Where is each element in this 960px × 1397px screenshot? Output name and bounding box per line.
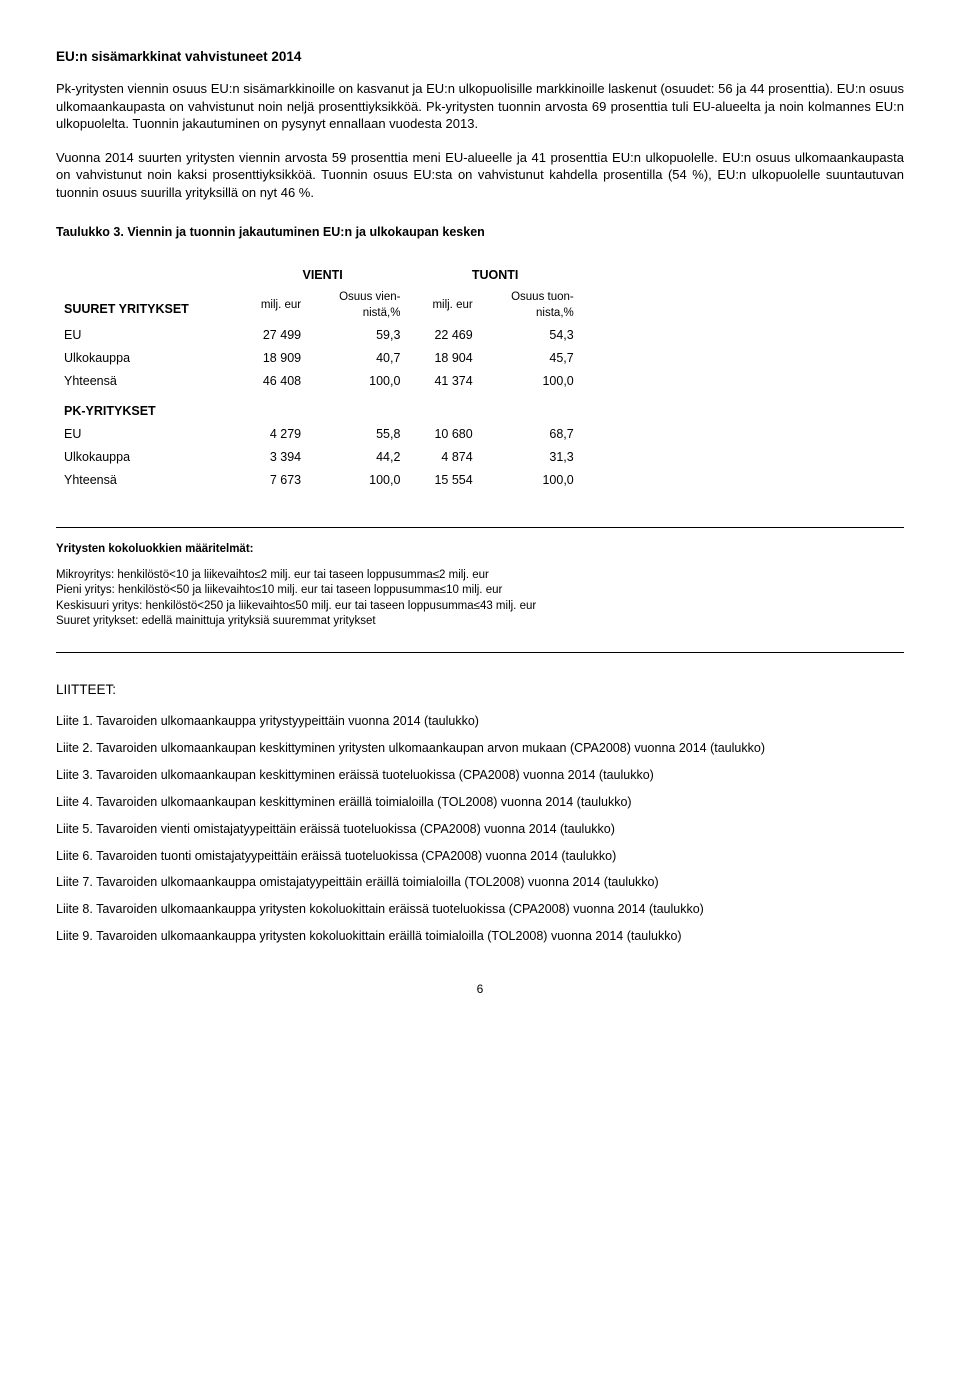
paragraph-2: Vuonna 2014 suurten yritysten viennin ar… <box>56 149 904 202</box>
attachment-item: Liite 4. Tavaroiden ulkomaankaupan keski… <box>56 794 904 811</box>
subhdr-milj-2: milj. eur <box>408 287 480 324</box>
page-number: 6 <box>56 981 904 997</box>
table-row: Yhteensä 7 673 100,0 15 554 100,0 <box>56 469 582 492</box>
definition-line: Keskisuuri yritys: henkilöstö<250 ja lii… <box>56 599 904 615</box>
table-row: EU 27 499 59,3 22 469 54,3 <box>56 324 582 347</box>
table-row: EU 4 279 55,8 10 680 68,7 <box>56 423 582 446</box>
definition-line: Suuret yritykset: edellä mainittuja yrit… <box>56 614 904 630</box>
definition-line: Mikroyritys: henkilöstö<10 ja liikevaiht… <box>56 568 904 584</box>
table-row: Ulkokauppa 3 394 44,2 4 874 31,3 <box>56 446 582 469</box>
data-table: VIENTI TUONTI SUURET YRITYKSET milj. eur… <box>56 264 582 491</box>
divider <box>56 527 904 528</box>
attachment-item: Liite 5. Tavaroiden vienti omistajatyype… <box>56 821 904 838</box>
col-header-vienti: VIENTI <box>237 264 409 287</box>
attachment-item: Liite 1. Tavaroiden ulkomaankauppa yrity… <box>56 713 904 730</box>
attachment-item: Liite 2. Tavaroiden ulkomaankaupan keski… <box>56 740 904 757</box>
table-row: Ulkokauppa 18 909 40,7 18 904 45,7 <box>56 347 582 370</box>
attachment-item: Liite 7. Tavaroiden ulkomaankauppa omist… <box>56 874 904 891</box>
table-title: Taulukko 3. Viennin ja tuonnin jakautumi… <box>56 224 904 241</box>
attachment-item: Liite 8. Tavaroiden ulkomaankauppa yrity… <box>56 901 904 918</box>
attachment-item: Liite 9. Tavaroiden ulkomaankauppa yrity… <box>56 928 904 945</box>
definition-line: Pieni yritys: henkilöstö<50 ja liikevaih… <box>56 583 904 599</box>
attachment-item: Liite 6. Tavaroiden tuonti omistajatyype… <box>56 848 904 865</box>
subhdr-vien: Osuus vien- nistä,% <box>309 287 408 324</box>
page-heading: EU:n sisämarkkinat vahvistuneet 2014 <box>56 48 904 66</box>
subhdr-milj-1: milj. eur <box>237 287 309 324</box>
attachment-item: Liite 3. Tavaroiden ulkomaankaupan keski… <box>56 767 904 784</box>
subhdr-tuon: Osuus tuon- nista,% <box>481 287 582 324</box>
table-row: Yhteensä 46 408 100,0 41 374 100,0 <box>56 370 582 393</box>
divider <box>56 652 904 653</box>
attachments-title: LIITTEET: <box>56 681 904 699</box>
section-pk: PK-YRITYKSET <box>56 393 582 423</box>
definitions-title: Yritysten kokoluokkien määritelmät: <box>56 542 904 558</box>
paragraph-1: Pk-yritysten viennin osuus EU:n sisämark… <box>56 80 904 133</box>
section-suuret: SUURET YRITYKSET <box>56 287 237 324</box>
col-header-tuonti: TUONTI <box>408 264 581 287</box>
